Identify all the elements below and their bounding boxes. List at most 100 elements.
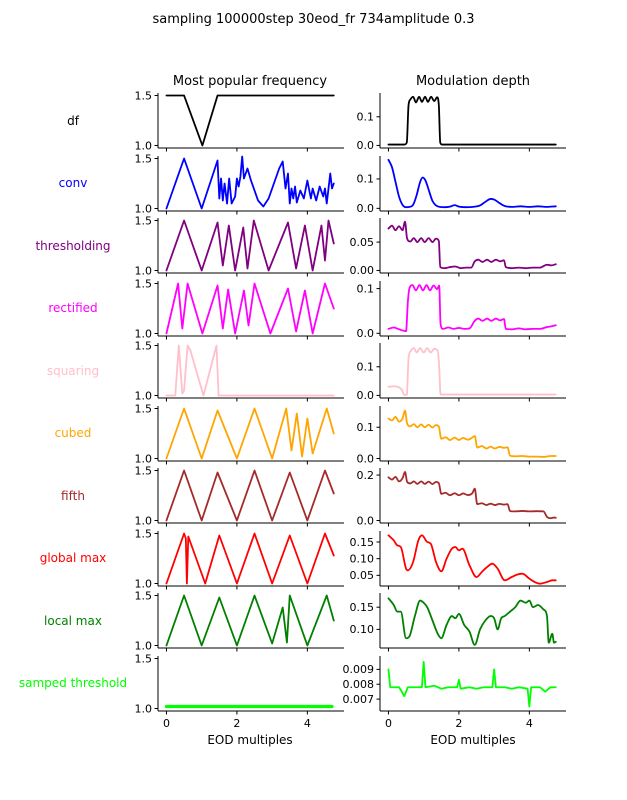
row-label-cubed: cubed (54, 426, 92, 440)
y-tick-label: 0.05 (349, 569, 374, 582)
y-tick-label: 0.1 (356, 282, 374, 295)
y-tick-label: 1.0 (134, 202, 152, 215)
y-tick-label: 1.5 (134, 89, 152, 102)
y-tick-label: 1.0 (134, 389, 152, 402)
x-tick-label: 2 (233, 717, 240, 730)
y-tick-label: 1.5 (134, 464, 152, 477)
data-line (387, 283, 557, 332)
plot-thresholding-depth: 0.00 0.05 (349, 218, 566, 277)
y-tick-label: 1.5 (134, 214, 152, 227)
data-line (387, 95, 557, 146)
y-tick-label: 1.0 (134, 639, 152, 652)
y-tick-label: 0.00 (349, 264, 374, 277)
row-label-fifth: fifth (61, 488, 85, 503)
data-line (387, 597, 557, 646)
y-tick-label: 0.1 (356, 172, 374, 185)
y-tick-label: 1.5 (134, 402, 152, 415)
plot-samped-threshold-frequency: 0 2 4 1.0 1.5 (134, 652, 344, 730)
plot-global-max-frequency: 1.0 1.5 (134, 527, 344, 590)
x-axis-label-left: EOD multiples (207, 733, 293, 747)
y-tick-label: 1.0 (134, 577, 152, 590)
plot-rectified-depth: 0.0 0.1 (356, 280, 566, 340)
y-tick-label: 0.008 (342, 678, 374, 691)
y-tick-label: 0.0 (356, 389, 374, 402)
data-line (165, 219, 335, 272)
y-tick-label: 0.1 (356, 421, 374, 434)
column-title-most-popular-frequency: Most popular frequency (172, 74, 328, 89)
y-tick-label: 0.15 (349, 535, 374, 548)
data-line (387, 347, 557, 396)
plot-squaring-depth: 0.0 0.1 (356, 343, 566, 402)
row-label-squaring: squaring (46, 363, 100, 378)
y-tick-label: 1.0 (134, 139, 152, 152)
row-label-df: df (67, 113, 79, 128)
y-tick-label: 1.5 (134, 527, 152, 540)
plot-local-max-depth: 0.10 0.15 (349, 593, 566, 652)
figure-title: sampling 100000step 30eod_fr 734amplitud… (152, 12, 475, 27)
row-label-local-max: local max (44, 613, 102, 628)
y-tick-label: 1.5 (134, 152, 152, 165)
y-tick-label: 0.009 (342, 663, 374, 676)
y-tick-label: 0.1 (356, 361, 374, 374)
y-tick-label: 1.5 (134, 277, 152, 290)
y-tick-label: 1.5 (134, 589, 152, 602)
y-tick-label: 0.0 (356, 327, 374, 340)
plot-cubed-frequency: 1.0 1.5 (134, 402, 344, 465)
data-line (165, 282, 335, 334)
y-tick-label: 1.0 (134, 514, 152, 527)
data-line (165, 469, 335, 522)
data-line (387, 533, 557, 585)
y-tick-label: 1.5 (134, 652, 152, 665)
plot-local-max-frequency: 1.0 1.5 (134, 589, 344, 652)
data-line (387, 660, 557, 707)
x-axis-label-right: EOD multiples (430, 733, 516, 747)
plot-fifth-depth: 0.0 0.2 (356, 468, 566, 527)
y-tick-label: 1.0 (134, 452, 152, 465)
x-tick-label: 0 (384, 717, 391, 730)
data-line (387, 409, 557, 458)
x-tick-label: 4 (525, 717, 532, 730)
y-tick-label: 0.1 (356, 111, 374, 124)
y-tick-label: 0.0 (356, 202, 374, 215)
plot-cubed-depth: 0.0 0.1 (356, 405, 566, 465)
row-label-thresholding: thresholding (35, 238, 111, 253)
plot-global-max-depth: 0.05 0.10 0.15 (349, 530, 566, 589)
plot-df-depth: 0.0 0.1 (356, 93, 566, 152)
y-tick-label: 0.05 (349, 236, 374, 249)
x-tick-label: 4 (303, 717, 310, 730)
plot-conv-depth: 0.0 0.1 (356, 155, 566, 215)
y-tick-label: 0.10 (349, 552, 374, 565)
column-title-modulation-depth: Modulation depth (415, 74, 531, 89)
x-tick-label: 0 (162, 717, 169, 730)
row-label-global-max: global max (39, 551, 107, 565)
data-line (387, 158, 557, 208)
y-tick-label: 0.2 (356, 469, 374, 482)
row-label-conv: conv (58, 176, 88, 190)
data-line (165, 532, 335, 584)
data-line (165, 407, 335, 459)
y-tick-label: 0.0 (356, 452, 374, 465)
data-line (165, 344, 335, 397)
plot-squaring-frequency: 1.0 1.5 (134, 339, 344, 402)
row-label-rectified: rectified (48, 301, 98, 315)
data-line (165, 94, 335, 147)
x-tick-label: 2 (455, 717, 462, 730)
y-tick-label: 0.10 (349, 623, 374, 636)
y-tick-label: 0.15 (349, 601, 374, 614)
y-tick-label: 1.5 (134, 339, 152, 352)
data-line (387, 220, 557, 270)
plot-conv-frequency: 1.0 1.5 (134, 152, 344, 215)
plot-df-frequency: 1.0 1.5 (134, 89, 344, 152)
data-line (165, 594, 335, 647)
y-tick-label: 1.0 (134, 702, 152, 715)
y-tick-label: 1.0 (134, 264, 152, 277)
y-tick-label: 0.0 (356, 139, 374, 152)
row-label-samped-threshold: samped threshold (18, 676, 128, 690)
plot-rectified-frequency: 1.0 1.5 (134, 277, 344, 340)
plot-fifth-frequency: 1.0 1.5 (134, 464, 344, 527)
data-line (387, 470, 557, 520)
y-tick-label: 0.0 (356, 514, 374, 527)
y-tick-label: 0.007 (342, 692, 374, 705)
